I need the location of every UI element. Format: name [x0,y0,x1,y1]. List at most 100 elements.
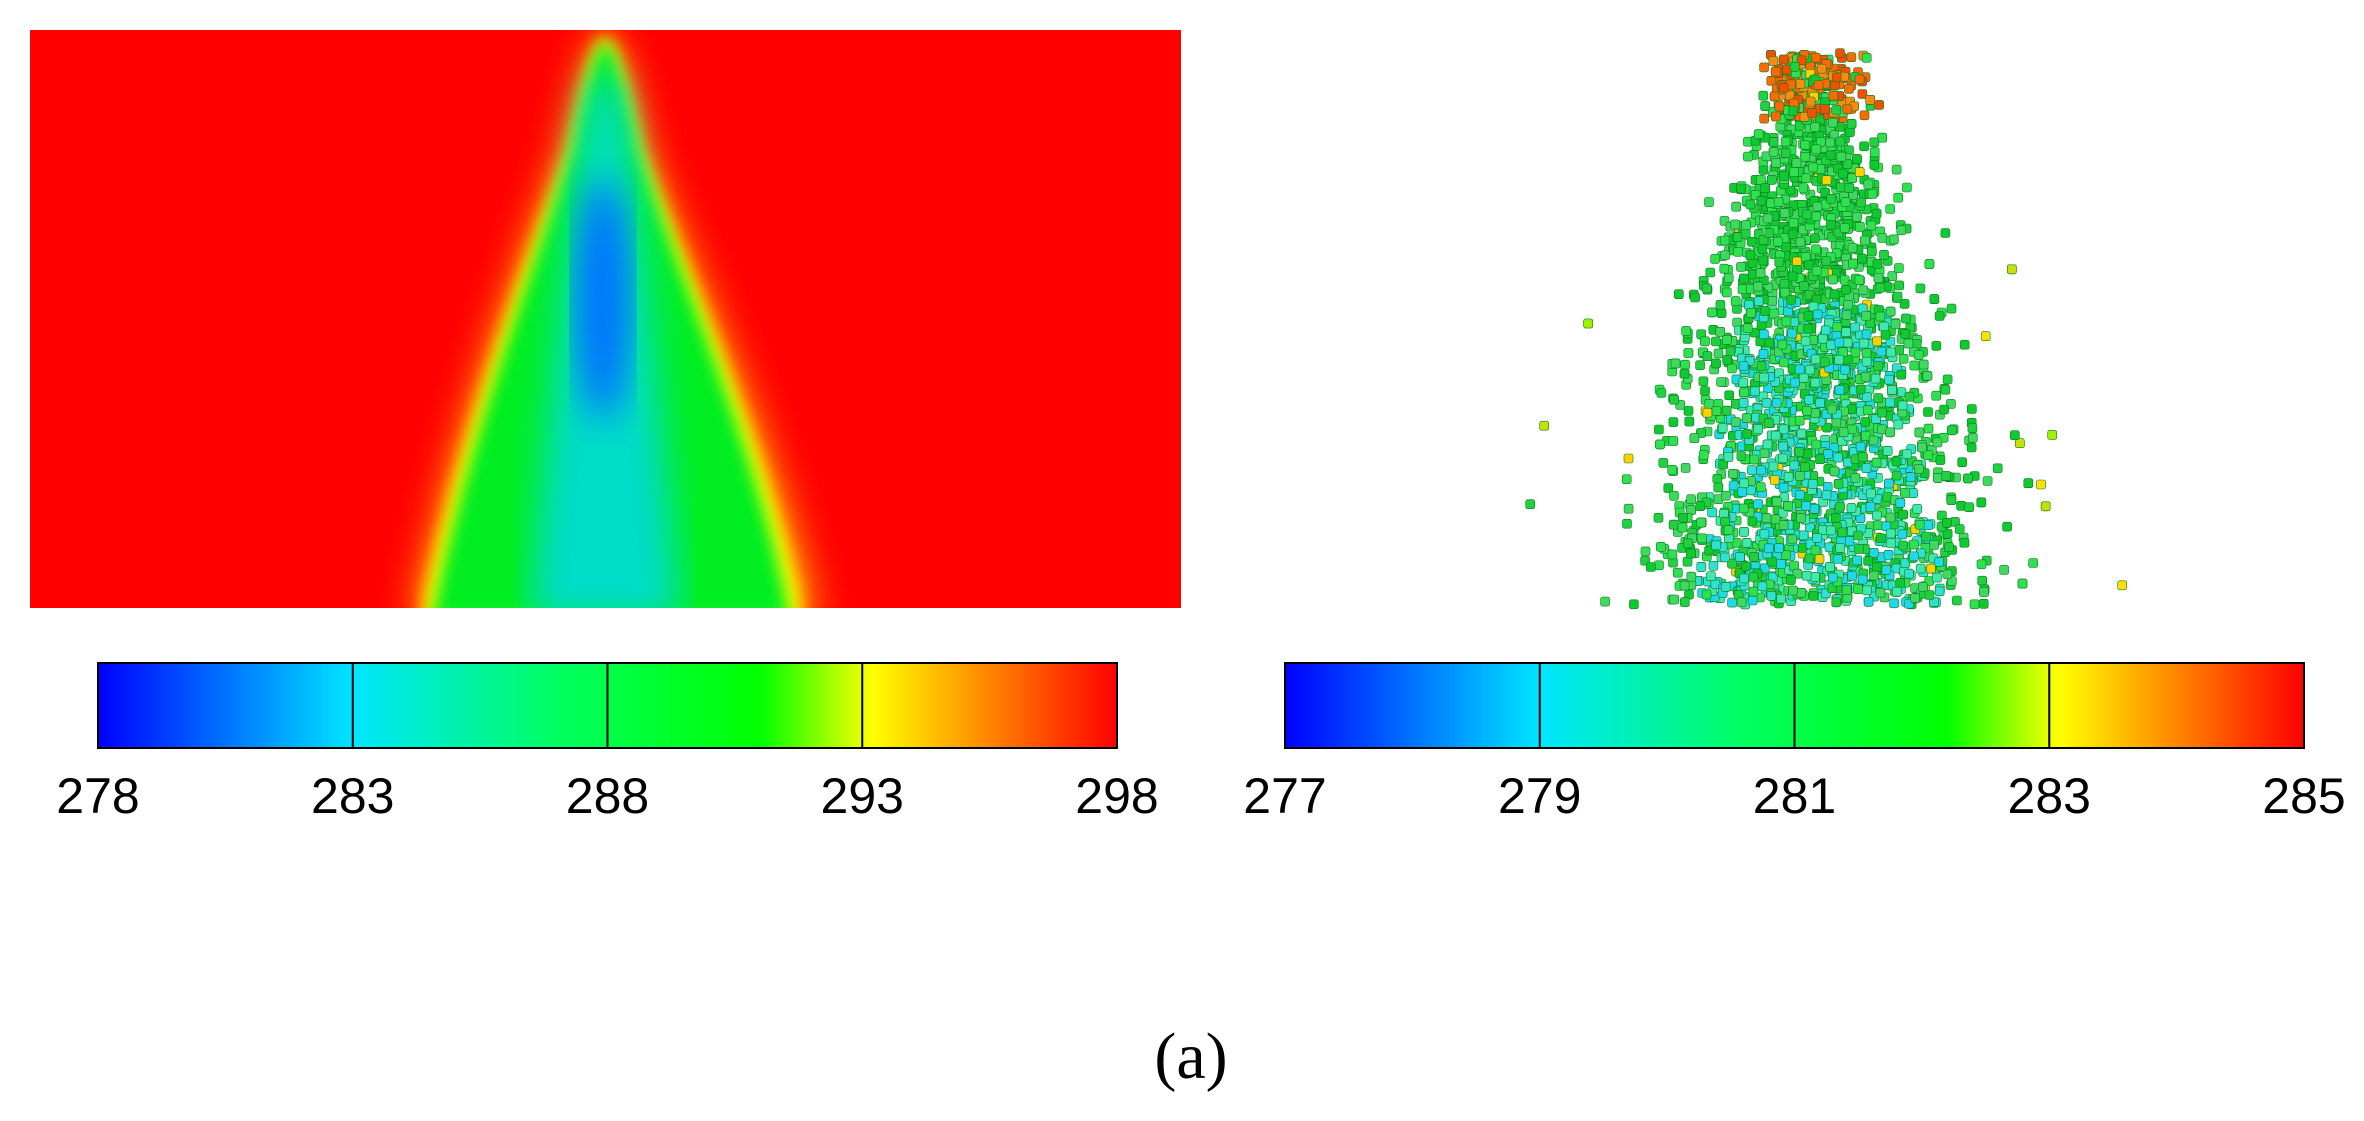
particle [1795,471,1805,481]
particle [1722,355,1732,365]
particle [1835,501,1845,512]
particle [1898,353,1909,364]
particle [1733,247,1743,257]
particle [1749,552,1759,562]
particle [1801,500,1811,511]
particle [1810,52,1821,63]
particle [1852,154,1862,164]
particle [1753,296,1764,307]
particle [2017,578,2028,589]
particle [1959,537,1970,548]
particle [1756,360,1767,371]
particle [1811,144,1822,155]
particle [1873,361,1883,371]
particle [1957,457,1967,468]
particle [1979,587,1989,597]
particle [1863,596,1874,607]
particle [1778,482,1789,493]
particle [1724,390,1734,401]
particle [1767,175,1777,185]
particle [1759,529,1770,539]
particle [1899,299,1910,309]
particle [2007,264,2017,275]
particle [1915,563,1926,574]
particle [2117,580,2127,591]
particle [1683,538,1693,549]
particle [1842,104,1853,115]
particle [1838,427,1849,438]
particle [1753,281,1763,292]
particle [1802,448,1813,459]
particle [1942,374,1953,385]
particle [1834,337,1845,348]
particle [1887,271,1898,281]
particle [1891,456,1902,467]
particle [1669,490,1679,501]
particle [1872,259,1883,269]
particle [1844,183,1855,193]
particle [1753,424,1763,434]
particle [1982,476,1993,486]
particle [1812,309,1823,320]
particle [1713,348,1724,359]
particle [1720,250,1730,261]
particle [1670,358,1681,369]
particle [1721,490,1731,501]
particle [1798,183,1809,193]
particle [1798,372,1809,383]
particle [1673,567,1683,578]
particle [1810,122,1820,132]
particle [1702,283,1712,294]
particle [1525,499,1535,510]
particle [1918,359,1929,370]
particle [1828,572,1838,583]
particle [1756,175,1766,185]
particle [1836,151,1847,162]
particle [1679,368,1690,379]
particle [1847,424,1857,435]
particle [1855,441,1866,452]
particle [1801,570,1812,581]
particle [1716,308,1727,319]
particle [1877,407,1887,418]
particle [1932,437,1943,448]
particle [1656,541,1666,552]
particle [1869,570,1879,581]
particle [1802,405,1812,416]
particle [1861,52,1872,63]
particle [1831,513,1841,523]
particle [1861,311,1871,321]
particle [1931,341,1942,351]
particle [1831,105,1841,115]
particle [1915,283,1926,294]
particle [1711,358,1721,369]
particle [1850,347,1861,358]
particle [1923,407,1933,417]
particle [1873,520,1883,531]
particle [1730,219,1740,230]
tick-label: 283 [2008,768,2091,824]
particle [1696,517,1706,528]
particle [1760,183,1770,193]
tick-label: 279 [1498,768,1581,824]
particle [1756,465,1766,476]
particle [1697,533,1707,544]
particle [1698,376,1709,387]
particle [1787,328,1797,339]
particle [1715,326,1725,337]
particle [1884,374,1894,385]
particle [1777,339,1788,350]
particle [1976,497,1987,508]
particle [1914,427,1925,438]
particle [1727,597,1737,608]
particle [1686,571,1697,582]
particle [1846,52,1857,63]
particle [1804,394,1814,405]
particle [1792,256,1802,267]
particle [1700,386,1710,396]
particle [1680,597,1690,607]
particle [1952,595,1962,606]
particle [1838,168,1848,179]
particle [1764,228,1775,238]
particle [1804,260,1814,270]
